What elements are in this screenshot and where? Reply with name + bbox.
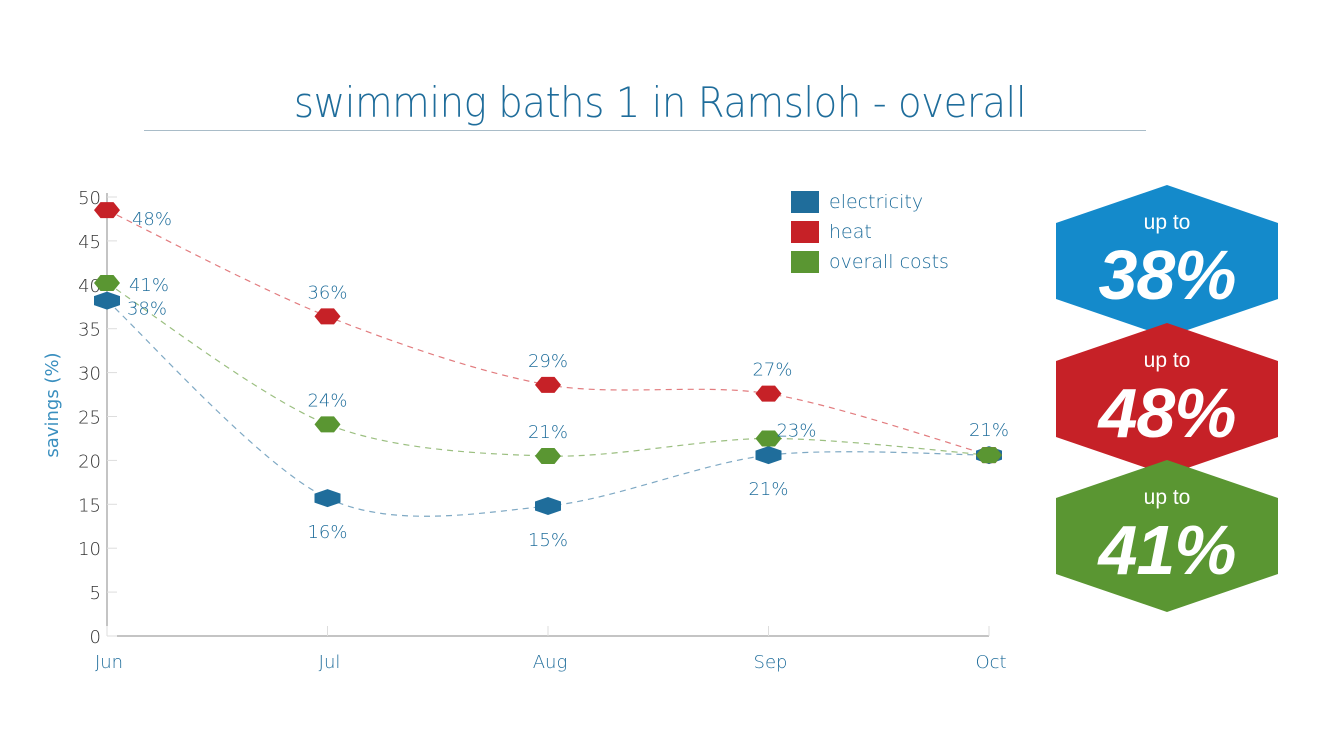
data-point-marker xyxy=(755,385,782,402)
badge-value: 48% xyxy=(1098,374,1236,452)
data-point-marker xyxy=(314,308,341,325)
badge-value: 38% xyxy=(1098,236,1236,314)
y-tick-label: 20 xyxy=(78,451,101,472)
legend-label: heat xyxy=(829,221,872,243)
series-line-heat xyxy=(106,209,990,456)
hexagon-shape xyxy=(1056,460,1278,612)
data-label: 16% xyxy=(307,522,347,543)
data-point-marker xyxy=(94,275,120,292)
data-label: 48% xyxy=(132,209,172,230)
badge-overall-costs: up to 41% xyxy=(1056,460,1278,612)
badge-prefix: up to xyxy=(1143,349,1191,372)
data-point-marker xyxy=(314,416,341,433)
y-tick-label: 45 xyxy=(78,232,101,253)
chart-title: swimming baths 1 in Ramsloh - overall xyxy=(293,78,1027,127)
x-tick-label: Aug xyxy=(533,652,568,673)
legend-label: electricity xyxy=(829,191,923,213)
legend-swatch-electricity xyxy=(791,191,819,213)
y-axis-label: savings (%) xyxy=(42,352,63,457)
data-point-marker xyxy=(535,497,561,516)
y-tick-label: 5 xyxy=(90,583,101,604)
series-line-electricity xyxy=(106,300,990,517)
data-label: 36% xyxy=(307,282,347,303)
data-label: 29% xyxy=(528,351,568,372)
y-tick-label: 30 xyxy=(78,364,101,385)
x-tick-label: Sep xyxy=(754,652,788,673)
legend-label: overall costs xyxy=(829,251,949,273)
badge-value: 41% xyxy=(1098,511,1236,589)
data-label: 27% xyxy=(752,360,792,381)
x-tick-label: Oct xyxy=(975,652,1006,673)
data-point-marker xyxy=(314,489,341,508)
data-point-marker xyxy=(535,376,561,393)
data-label: 21% xyxy=(969,420,1009,441)
badge-electricity: up to 38% xyxy=(1056,185,1278,337)
hexagon-shape xyxy=(1056,323,1278,475)
badge-heat: up to 48% xyxy=(1056,323,1278,475)
legend-swatch-heat xyxy=(791,221,819,243)
data-point-marker xyxy=(535,448,561,465)
badge-prefix: up to xyxy=(1143,211,1191,234)
y-tick-label: 15 xyxy=(78,495,101,516)
data-label: 41% xyxy=(129,275,169,296)
x-tick-label: Jun xyxy=(95,652,123,673)
data-label: 24% xyxy=(307,390,347,411)
y-tick-label: 25 xyxy=(78,408,101,429)
data-point-marker xyxy=(755,430,782,447)
data-label: 38% xyxy=(127,299,167,320)
data-label: 15% xyxy=(528,530,568,551)
y-tick-label: 50 xyxy=(78,188,101,209)
y-tick-label: 10 xyxy=(78,539,101,560)
data-label: 23% xyxy=(776,420,816,441)
legend-swatch-overall-costs xyxy=(791,251,819,273)
y-tick-label: 0 xyxy=(90,627,101,648)
x-tick-label: Jul xyxy=(319,652,341,673)
badge-prefix: up to xyxy=(1143,486,1191,509)
data-point-marker xyxy=(94,202,120,219)
data-label: 21% xyxy=(748,479,788,500)
hexagon-shape xyxy=(1056,185,1278,337)
title-divider xyxy=(144,130,1146,131)
data-point-marker xyxy=(755,446,782,465)
series-line-overall-costs xyxy=(106,282,990,457)
data-point-marker xyxy=(94,291,120,310)
data-label: 21% xyxy=(528,422,568,443)
y-tick-label: 35 xyxy=(78,320,101,341)
y-tick-label: 40 xyxy=(78,276,101,297)
data-point-marker xyxy=(976,447,1002,464)
